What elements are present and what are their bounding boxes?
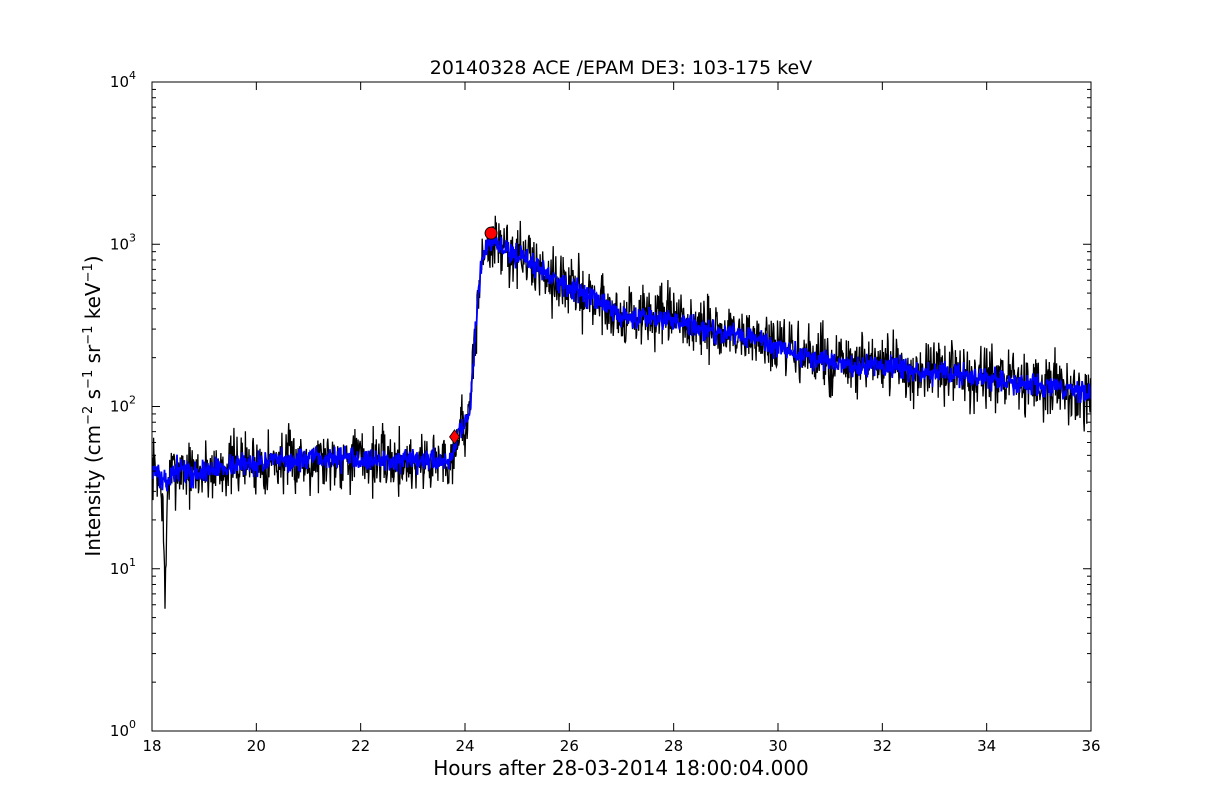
y-tick-label: 102 bbox=[110, 394, 136, 416]
y-tick-base: 10 bbox=[110, 722, 129, 740]
marker-layer bbox=[449, 226, 498, 445]
y-tick-exponent: 4 bbox=[129, 69, 136, 82]
chart-title: 20140328 ACE /EPAM DE3: 103-175 keV bbox=[430, 57, 812, 79]
onset-marker bbox=[449, 429, 461, 445]
series-layer bbox=[152, 215, 1091, 609]
y-label-exponent: −2 bbox=[81, 406, 96, 425]
series-line-1 bbox=[152, 232, 1091, 492]
x-tick-label: 22 bbox=[351, 737, 370, 755]
x-tick-label: 20 bbox=[247, 737, 266, 755]
y-axis-label: Intensity (cm−2 s−1 sr−1 keV−1) bbox=[81, 255, 105, 556]
peak-marker bbox=[484, 226, 498, 240]
y-label-text: ) bbox=[81, 255, 105, 263]
y-label-text: sr bbox=[81, 344, 105, 370]
x-ticks: 18 20 22 24 26 28 30 32 34 36 bbox=[142, 82, 1101, 755]
y-tick-exponent: 3 bbox=[129, 231, 136, 244]
x-tick-label: 34 bbox=[977, 737, 996, 755]
y-label-text: s bbox=[81, 389, 105, 406]
x-tick-label: 18 bbox=[142, 737, 161, 755]
y-tick-label: 104 bbox=[110, 69, 136, 91]
y-tick-exponent: 1 bbox=[129, 556, 136, 569]
x-tick-label: 24 bbox=[455, 737, 474, 755]
y-tick-base: 10 bbox=[110, 235, 129, 253]
y-tick-label: 101 bbox=[110, 556, 136, 578]
y-tick-base: 10 bbox=[110, 398, 129, 416]
y-tick-exponent: 0 bbox=[129, 718, 136, 731]
y-tick-base: 10 bbox=[110, 73, 129, 91]
x-axis-label: Hours after 28-03-2014 18:00:04.000 bbox=[433, 756, 809, 780]
y-label-exponent: −1 bbox=[81, 370, 96, 389]
x-tick-label: 30 bbox=[768, 737, 787, 755]
y-tick-exponent: 2 bbox=[129, 394, 136, 407]
y-tick-label: 100 bbox=[110, 718, 136, 740]
x-tick-label: 28 bbox=[664, 737, 683, 755]
y-label-text: keV bbox=[81, 282, 105, 326]
y-tick-base: 10 bbox=[110, 560, 129, 578]
x-tick-label: 32 bbox=[873, 737, 892, 755]
y-label-text: Intensity (cm bbox=[81, 425, 105, 557]
x-tick-label: 36 bbox=[1081, 737, 1100, 755]
y-tick-label: 103 bbox=[110, 231, 136, 253]
y-label-exponent: −1 bbox=[81, 326, 96, 345]
y-label-exponent: −1 bbox=[81, 263, 96, 282]
x-tick-label: 26 bbox=[560, 737, 579, 755]
